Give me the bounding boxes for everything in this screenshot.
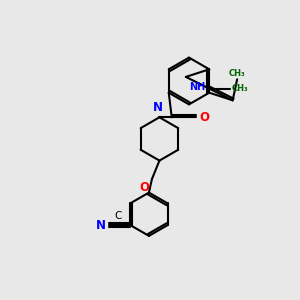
Text: NH: NH <box>189 82 205 92</box>
Text: CH₃: CH₃ <box>232 84 248 93</box>
Text: C: C <box>115 211 122 221</box>
Text: CH₃: CH₃ <box>229 69 245 78</box>
Text: O: O <box>199 111 209 124</box>
Text: O: O <box>139 181 149 194</box>
Text: N: N <box>153 101 163 114</box>
Text: N: N <box>96 218 106 232</box>
